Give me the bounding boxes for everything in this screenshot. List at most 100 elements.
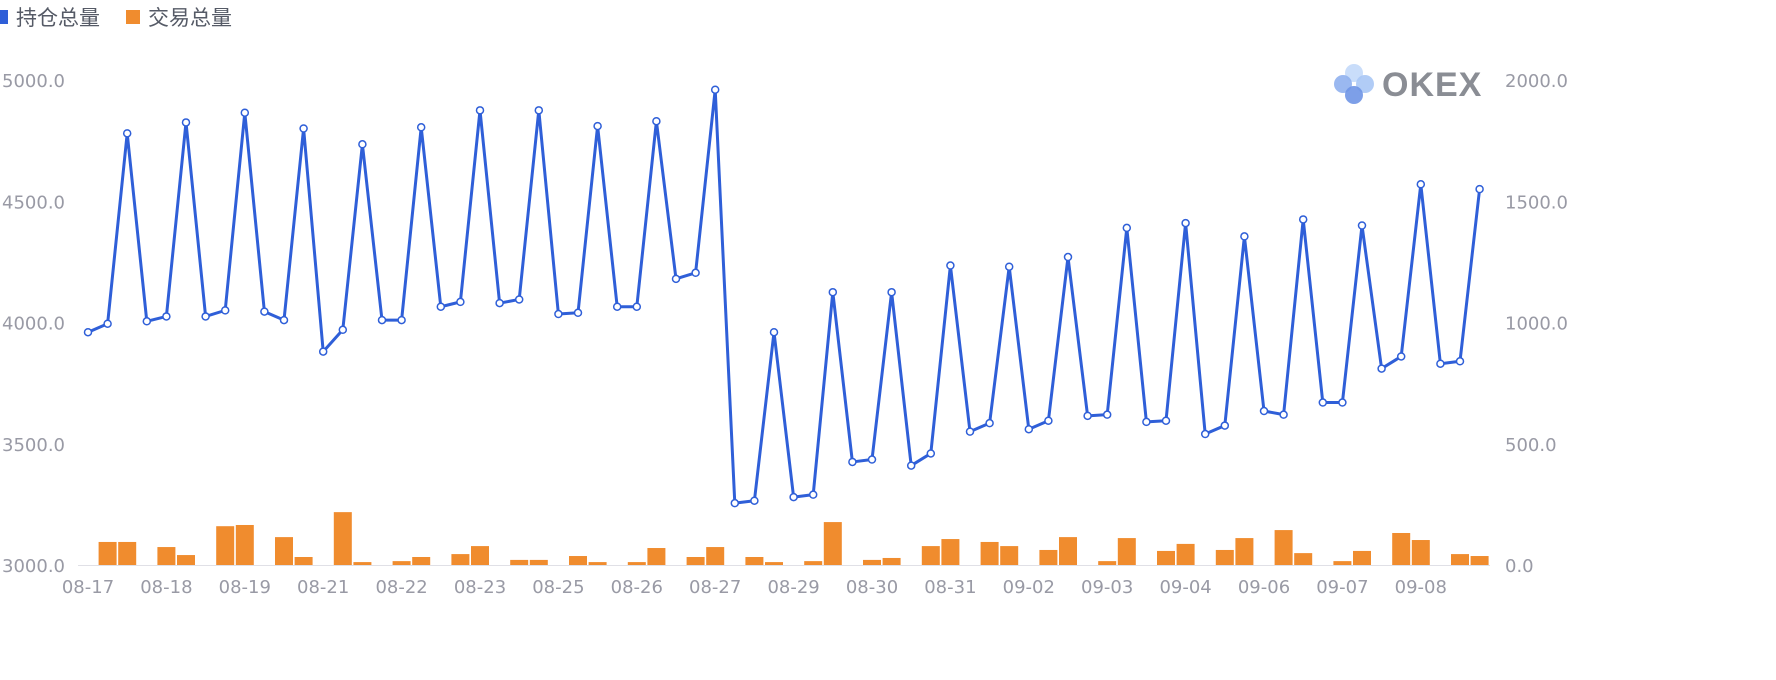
open-interest-point [1298,215,1308,224]
open-interest-point [1063,252,1073,262]
open-interest-point [240,108,250,117]
open-interest-point [730,498,740,508]
volume-bar [1451,554,1469,565]
y-left-tick-label: 3000.0 [2,556,65,577]
volume-bar [392,561,411,565]
open-interest-point [456,297,465,307]
volume-bar [1274,530,1293,565]
x-tick-label: 09-02 [1003,577,1055,598]
open-interest-point [162,312,171,321]
legend-item-volume[interactable]: 交易总量 [126,2,232,32]
y-right-tick-label: 1000.0 [1505,314,1568,335]
open-interest-point [848,457,857,467]
volume-bar [882,557,901,565]
x-tick-label: 08-22 [375,577,427,598]
open-interest-point [946,261,955,270]
open-interest-point [142,317,152,326]
volume-bar [510,559,529,565]
open-interest-point [299,124,308,133]
open-interest-point [1142,417,1151,427]
open-interest-point [593,121,602,131]
open-interest-point [1436,359,1445,368]
y-left-tick-label: 4000.0 [2,314,65,335]
open-interest-point [1083,411,1092,421]
volume-bar [294,556,313,565]
volume-bar [588,562,607,565]
open-interest-point [475,106,485,115]
open-interest-point [1377,364,1386,373]
volume-bar [686,556,705,565]
x-tick-label: 08-26 [611,577,663,598]
volume-bar [157,547,176,565]
open-interest-point [260,307,269,316]
volume-bar [980,541,999,565]
y-right-tick-label: 500.0 [1505,435,1557,456]
legend-item-open-interest[interactable]: 持仓总量 [0,2,100,32]
open-interest-point [436,302,446,311]
open-interest-point [671,274,681,284]
x-tick-label: 09-04 [1159,577,1211,598]
volume-bar [235,524,254,565]
open-interest-point [926,449,936,458]
volume-bar [823,522,842,565]
open-interest-point [338,325,348,335]
volume-bar [1098,561,1117,565]
volume-bar [118,541,137,565]
volume-bar [1235,538,1254,565]
open-interest-point [867,455,877,464]
open-interest-point [495,298,504,308]
x-tick-label: 08-25 [532,577,584,598]
x-tick-label: 08-29 [767,577,819,598]
volume-bar [1176,543,1195,565]
volume-bar [1117,538,1136,565]
volume-bar [1411,540,1430,565]
open-interest-point [1181,218,1190,228]
volume-bar [529,559,548,565]
legend-label: 持仓总量 [16,6,100,30]
volume-bar [745,556,764,565]
open-interest-point [1279,410,1288,419]
open-interest-point [554,309,563,319]
legend-swatch-blue [0,10,8,24]
x-tick-label: 09-03 [1081,577,1133,598]
open-interest-point [789,492,798,502]
volume-bar [177,555,195,565]
volume-bar [765,562,783,565]
legend: 持仓总量 交易总量 [0,2,232,32]
x-tick-label: 08-30 [846,577,898,598]
open-interest-point [691,268,700,278]
open-interest-point [514,295,524,304]
open-interest-point [103,319,112,328]
volume-bar [1000,546,1019,565]
volume-bar [1157,550,1175,565]
open-interest-point [1338,398,1347,407]
volume-bar [1215,549,1234,565]
volume-bar [863,559,881,565]
x-tick-label: 08-19 [219,577,271,598]
open-interest-point [1161,416,1171,425]
open-interest-point [1240,232,1249,241]
volume-bar [333,512,352,565]
open-interest-point [534,106,544,115]
volume-bar [1470,556,1489,565]
logo-text: OKEX [1382,65,1483,104]
open-interest-point [1357,221,1367,230]
open-interest-line [87,88,1482,505]
volume-bar [941,539,960,565]
volume-bar [627,562,646,565]
y-left-tick-label: 3500.0 [2,435,65,456]
open-interest-point [377,315,387,325]
volume-bar [275,537,293,565]
x-tick-label: 09-07 [1316,577,1368,598]
open-interest-point [201,312,210,321]
open-interest-point [573,308,583,318]
open-interest-point [652,116,661,126]
x-tick-label: 08-31 [924,577,976,598]
volume-bar [569,556,587,565]
y-right-tick-label: 0.0 [1505,556,1534,577]
volume-bar [921,546,940,565]
y-right-tick-label: 1500.0 [1505,192,1568,213]
open-interest-point [1004,262,1014,271]
open-interest-point [416,123,426,132]
